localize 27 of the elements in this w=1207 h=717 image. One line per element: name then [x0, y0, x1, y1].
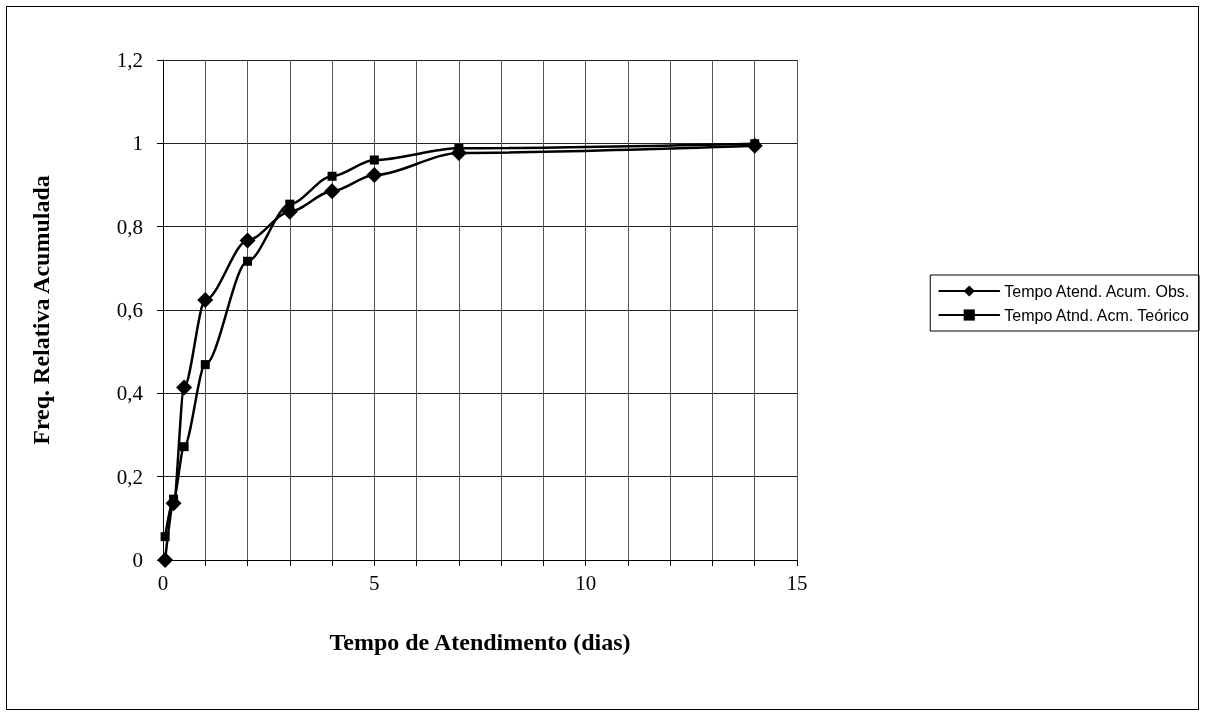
point [157, 552, 174, 568]
y-tick-label: 1 [132, 131, 143, 156]
point [327, 171, 337, 181]
x-tick-label: 10 [575, 570, 597, 595]
x-tick-label: 5 [369, 570, 380, 595]
point [243, 256, 253, 266]
y-tick-label: 0,2 [116, 464, 143, 489]
x-axis-title: Tempo de Atendimento (dias) [329, 629, 631, 655]
point [200, 360, 210, 370]
point [366, 167, 383, 183]
legend-label: Tempo Atnd. Acm. Teórico [1004, 306, 1190, 324]
point [197, 292, 214, 308]
y-tick-label: 1,2 [116, 48, 143, 72]
x-tick-label: 15 [786, 570, 808, 595]
point [179, 442, 189, 452]
y-tick-label: 0,8 [116, 214, 143, 239]
y-axis-title: Freq. Relativa Acumulada [28, 175, 54, 445]
y-tick-label: 0 [132, 548, 143, 572]
point [324, 183, 341, 200]
x-tick-label: 0 [157, 570, 169, 595]
legend-label: Tempo Atend. Acum. Obs. [1004, 282, 1190, 300]
point [746, 137, 763, 154]
y-tick-label: 0,6 [116, 298, 143, 322]
point [369, 155, 379, 165]
y-tick-label: 0,4 [116, 381, 144, 406]
point [176, 379, 193, 396]
point [239, 232, 256, 249]
